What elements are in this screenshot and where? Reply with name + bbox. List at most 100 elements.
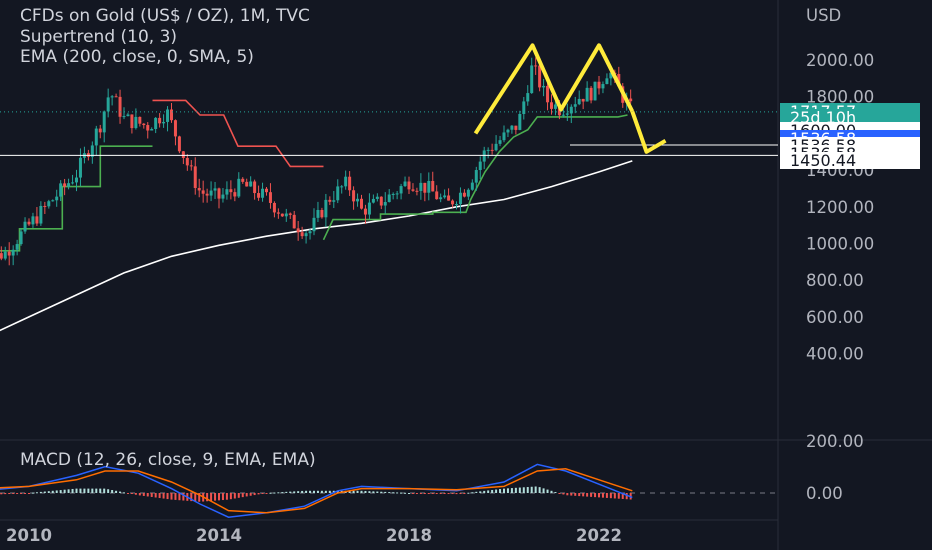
candle-up: [51, 200, 55, 202]
candle-down: [185, 157, 189, 166]
candle-up: [344, 176, 348, 187]
macd-histogram-bar: [427, 493, 430, 494]
macd-histogram-bar: [87, 488, 90, 493]
candle-down: [142, 123, 146, 126]
macd-histogram-bar: [249, 493, 252, 496]
macd-histogram-bar: [12, 493, 15, 494]
macd-histogram-bar: [566, 493, 569, 496]
candle-up: [391, 193, 395, 195]
candle-down: [257, 193, 261, 198]
candle-up: [162, 121, 166, 124]
candle-up: [371, 198, 375, 203]
macd-histogram-bar: [210, 493, 213, 501]
macd-histogram-bar: [459, 493, 462, 494]
price-tick-label: 2000.00: [806, 51, 874, 70]
macd-histogram-bar: [229, 493, 232, 500]
candle-up: [261, 188, 265, 198]
macd-histogram-bar: [396, 492, 399, 494]
macd-histogram-bar: [79, 488, 82, 493]
candle-up: [221, 194, 225, 199]
macd-histogram-bar: [75, 488, 78, 493]
macd-histogram-bar: [435, 493, 438, 494]
candle-down: [300, 232, 304, 237]
price-axis[interactable]: USD 2000.001800.001600.001400.001200.001…: [806, 6, 874, 364]
candle-down: [245, 181, 249, 187]
macd-histogram-bar: [546, 489, 549, 493]
candle-up: [67, 183, 71, 187]
macd-histogram-bar: [225, 493, 228, 500]
macd-histogram-bar: [170, 493, 173, 500]
ema-line: [0, 160, 633, 332]
candle-down: [189, 165, 193, 167]
macd-line: [0, 463, 633, 518]
price-tick-label: 600.00: [806, 308, 864, 327]
candle-up: [237, 178, 241, 197]
candle-up: [78, 157, 82, 178]
candle-down: [348, 176, 352, 191]
price-tick-label: 400.00: [806, 345, 864, 364]
macd-histogram-bar: [35, 492, 38, 494]
candle-down: [197, 187, 201, 191]
macd-histogram-bar: [150, 493, 153, 497]
macd-histogram-bar: [471, 492, 474, 494]
macd-histogram-bar: [237, 493, 240, 498]
candle-down: [431, 180, 435, 192]
macd-histogram-bar: [241, 493, 244, 498]
candle-down: [629, 98, 633, 102]
time-axis[interactable]: 2010 2014 2018 2022: [6, 526, 622, 545]
double-top-annotation: [473, 43, 667, 154]
macd-histogram-bar: [538, 487, 541, 493]
macd-histogram-bar: [221, 493, 224, 501]
ema-legend[interactable]: EMA (200, close, 0, SMA, 5): [20, 47, 254, 67]
candle-down: [233, 192, 237, 197]
candle-down: [158, 117, 162, 124]
macd-pane: 0.00 200.00: [0, 432, 864, 518]
candle-down: [268, 192, 272, 203]
candle-down: [320, 209, 324, 218]
candle-up: [506, 129, 510, 133]
macd-histogram-bar: [605, 493, 608, 498]
candle-up: [356, 198, 360, 202]
macd-histogram-bar: [360, 490, 363, 493]
macd-histogram-bar: [154, 493, 157, 498]
candle-up: [593, 81, 597, 101]
candle-down: [7, 251, 11, 256]
macd-histogram-bar: [356, 490, 359, 493]
macd-histogram-bar: [594, 493, 597, 498]
macd-histogram-bar: [499, 489, 502, 493]
candle-down: [288, 213, 292, 215]
candle-down: [514, 125, 518, 130]
candle-up: [23, 221, 27, 232]
macd-legend[interactable]: MACD (12, 26, close, 9, EMA, EMA): [20, 450, 316, 470]
time-tick-label: 2014: [196, 526, 242, 545]
macd-histogram-bar: [479, 491, 482, 493]
macd-histogram-bar: [534, 486, 537, 493]
macd-histogram-bar: [138, 493, 141, 496]
candle-up: [126, 114, 130, 117]
macd-histogram-bar: [293, 491, 296, 493]
candle-up: [502, 132, 506, 141]
macd-histogram-bar: [475, 491, 478, 493]
macd-histogram-bar: [554, 492, 557, 494]
symbol-legend[interactable]: CFDs on Gold (US$ / OZ), 1M, TVC: [20, 6, 310, 26]
candle-down: [546, 85, 550, 103]
candle-up: [134, 116, 138, 129]
supertrend-up: [0, 145, 153, 252]
candle-up: [340, 186, 344, 188]
candle-down: [550, 102, 553, 109]
candle-down: [296, 228, 300, 233]
candle-down: [0, 253, 3, 259]
macd-histogram-bar: [134, 493, 137, 495]
candle-up: [399, 186, 403, 194]
price-tag[interactable]: 25d 10h: [780, 108, 920, 126]
price-tag[interactable]: 1450.44: [780, 151, 920, 169]
candle-down: [205, 193, 209, 196]
candle-up: [15, 244, 19, 250]
macd-histogram-bar: [130, 493, 133, 494]
supertrend-legend[interactable]: Supertrend (10, 3): [20, 27, 178, 47]
macd-histogram-bar: [198, 493, 201, 502]
macd-histogram-bar: [126, 493, 129, 494]
macd-histogram-bar: [336, 490, 339, 493]
signal-line: [0, 468, 633, 514]
